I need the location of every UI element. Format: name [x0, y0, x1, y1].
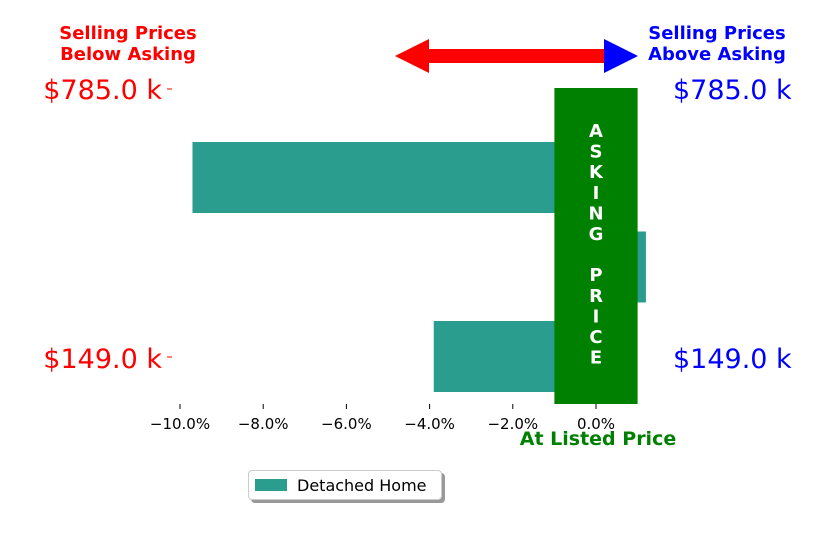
- asking-letter-9: R: [589, 286, 603, 307]
- x-tick-label-5: −2.0%: [487, 415, 538, 433]
- x-tick-label-3: −6.0%: [321, 415, 372, 433]
- asking-price-band: [554, 88, 638, 404]
- price-label-left-top: $785.0 k: [43, 75, 162, 106]
- above-asking-title-line-2: Above Asking: [648, 44, 786, 65]
- bar-1: [192, 142, 597, 213]
- asking-letter-12: E: [590, 348, 602, 369]
- x-tick-label-2: −8.0%: [238, 415, 289, 433]
- x-axis: −10.0% −8.0% −6.0% −4.0% −2.0% 0.0%: [150, 404, 615, 433]
- legend-label-detached-home: Detached Home: [297, 475, 427, 495]
- below-asking-title: Selling Prices Below Asking: [59, 23, 196, 65]
- above-asking-title: Selling Prices Above Asking: [648, 23, 786, 65]
- asking-letter-10: I: [593, 306, 600, 327]
- asking-letter-4: I: [593, 183, 600, 204]
- price-label-right-top: $785.0 k: [673, 75, 792, 106]
- legend: Detached Home: [248, 470, 442, 500]
- asking-letter-5: N: [588, 203, 603, 224]
- price-label-right-bottom: $149.0 k: [673, 344, 792, 375]
- price-label-left-bottom: $149.0 k: [43, 344, 162, 375]
- direction-arrow: [395, 39, 638, 73]
- at-listed-price-label: At Listed Price: [520, 428, 676, 450]
- price-labels: $785.0 k $149.0 k $785.0 k $149.0 k: [43, 75, 792, 375]
- asking-letter-6: G: [589, 224, 604, 245]
- asking-letter-2: S: [590, 142, 603, 163]
- below-asking-title-line-2: Below Asking: [60, 44, 196, 65]
- below-asking-title-line-1: Selling Prices: [59, 23, 196, 44]
- above-asking-title-line-1: Selling Prices: [648, 23, 785, 44]
- asking-letter-1: A: [589, 121, 603, 142]
- arrow-left-head: [395, 39, 429, 73]
- asking-letter-3: K: [589, 162, 604, 183]
- legend-swatch-detached-home: [255, 479, 287, 491]
- asking-letter-8: P: [589, 265, 602, 286]
- asking-letter-11: C: [589, 327, 602, 348]
- arrow-shaft: [427, 49, 607, 63]
- x-tick-label-4: −4.0%: [404, 415, 455, 433]
- x-tick-label-6: 0.0%: [577, 415, 615, 433]
- x-tick-label-1: −10.0%: [150, 415, 210, 433]
- arrow-right-head: [604, 39, 638, 73]
